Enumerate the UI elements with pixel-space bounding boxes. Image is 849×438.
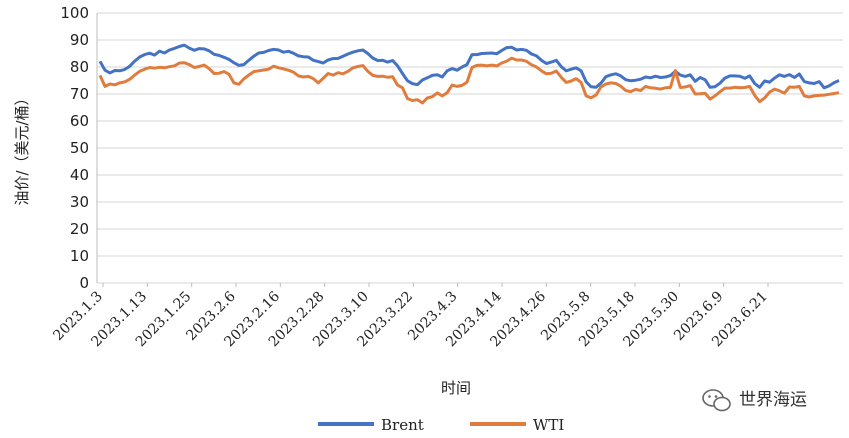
series-lines	[98, 43, 840, 105]
grid-lines	[96, 12, 843, 284]
x-axis-ticks: 2023.1.32023.1.132023.1.252023.2.62023.2…	[50, 283, 771, 350]
y-tick-label: 20	[70, 220, 89, 238]
y-tick-label: 100	[60, 4, 89, 22]
watermark-text: 世界海运	[739, 390, 807, 410]
y-tick-label: 10	[70, 247, 89, 265]
x-axis-title: 时间	[441, 379, 471, 397]
series-line-brent	[98, 43, 840, 90]
y-axis-ticks: 0 10 20 30 40 50 60 70 80 90 100	[60, 4, 89, 292]
y-tick-label: 90	[70, 31, 89, 49]
y-tick-label: 30	[70, 193, 89, 211]
legend-label-wti: WTI	[533, 416, 564, 434]
y-tick-label: 60	[70, 112, 89, 130]
y-tick-label: 70	[70, 85, 89, 103]
wechat-icon	[702, 389, 731, 412]
legend-label-brent: Brent	[381, 416, 424, 434]
y-axis-title: 油价/（美元/桶）	[13, 90, 31, 205]
y-tick-label: 0	[79, 274, 89, 292]
y-tick-label: 50	[70, 139, 89, 157]
series-line-wti	[98, 56, 840, 105]
y-tick-label: 80	[70, 58, 89, 76]
y-tick-label: 40	[70, 166, 89, 184]
legend: Brent WTI	[318, 416, 564, 434]
watermark: 世界海运	[702, 389, 807, 412]
